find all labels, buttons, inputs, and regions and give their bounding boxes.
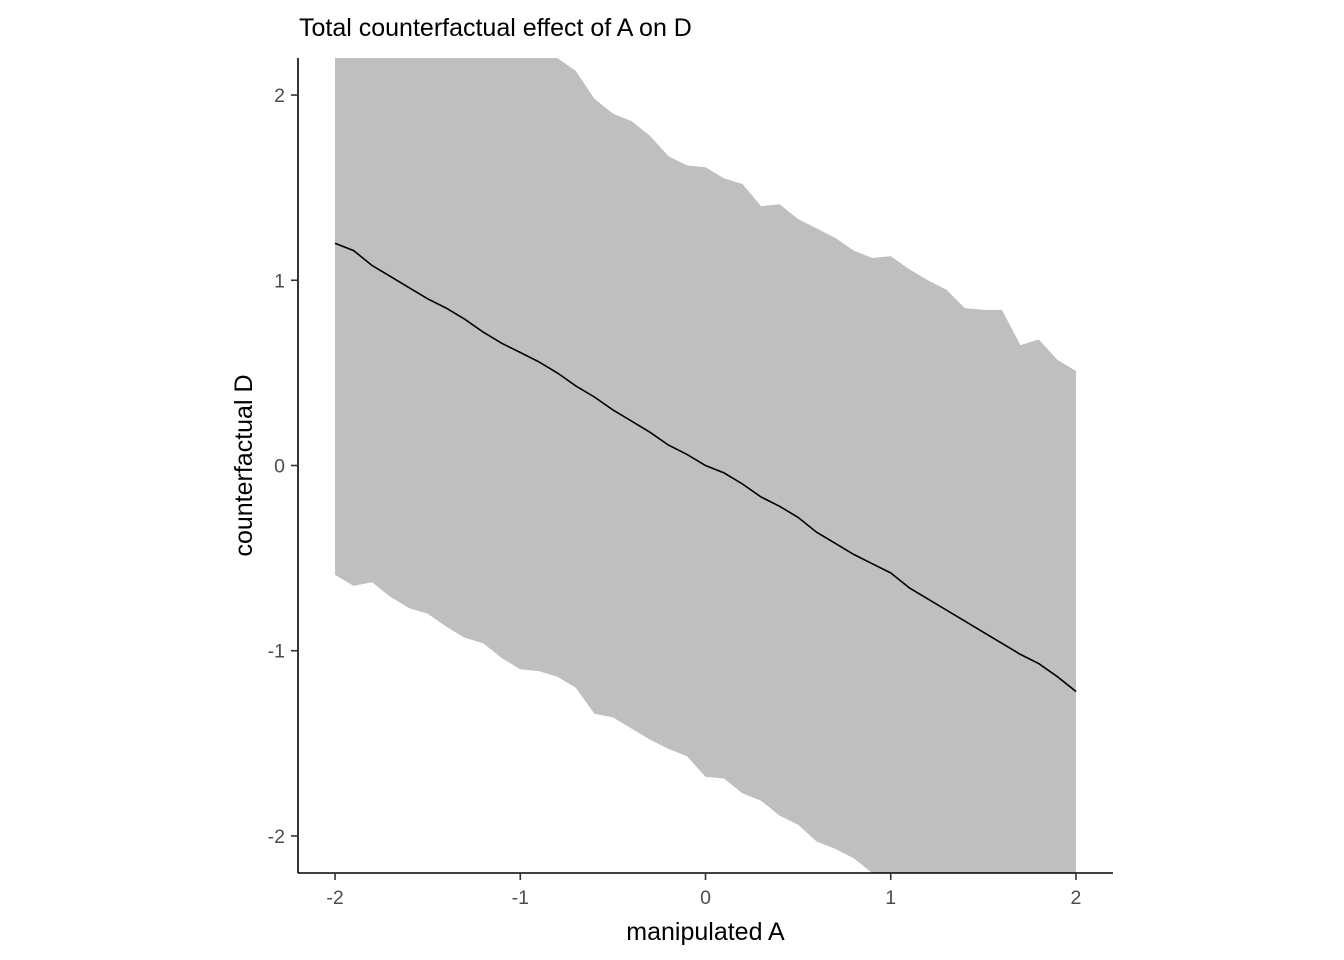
y-axis-title: counterfactual D [230, 374, 258, 556]
y-tick-label: -1 [268, 641, 285, 663]
y-tick-label: -2 [268, 826, 285, 848]
y-axis-ticks: -2 -1 0 1 2 [268, 85, 298, 848]
mean-line [334, 242, 1077, 693]
x-axis-title: manipulated A [626, 918, 785, 946]
y-tick-label: 1 [274, 270, 285, 292]
x-axis-ticks: -2 -1 0 1 2 [326, 873, 1081, 909]
x-tick-label: -1 [512, 887, 529, 909]
y-tick-label: 0 [274, 456, 285, 478]
y-tick-label: 2 [274, 85, 285, 107]
x-tick-label: 0 [700, 887, 711, 909]
chart-title: Total counterfactual effect of A on D [299, 14, 692, 42]
plot-area [334, 58, 1077, 873]
x-tick-label: 1 [885, 887, 896, 909]
x-tick-label: 2 [1071, 887, 1082, 909]
x-tick-label: -2 [326, 887, 343, 909]
